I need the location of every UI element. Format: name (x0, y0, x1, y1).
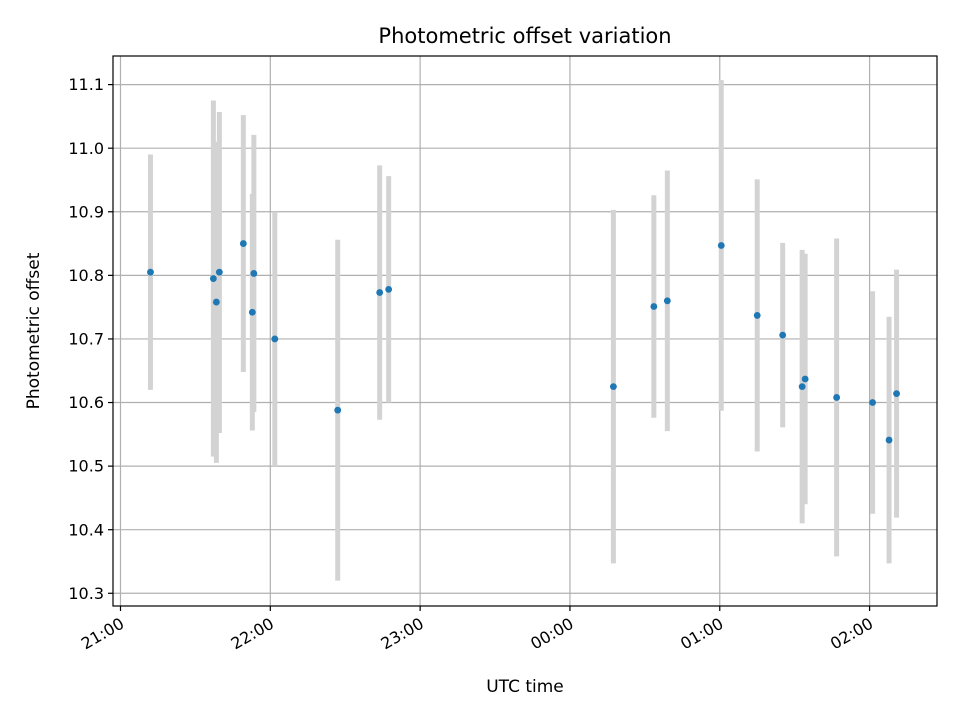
data-point (248, 308, 256, 316)
data-point (271, 335, 279, 343)
x-tick-label: 02:00 (827, 614, 876, 654)
data-point (215, 268, 223, 276)
data-points (147, 240, 900, 444)
y-tick-label: 10.8 (68, 266, 104, 285)
data-point (239, 240, 247, 247)
data-point (147, 268, 154, 276)
y-tick-label: 11.1 (68, 75, 104, 94)
error-bars (147, 80, 900, 581)
data-point (798, 383, 806, 391)
data-point (385, 285, 393, 293)
data-point (650, 303, 658, 310)
data-point (250, 270, 258, 277)
x-tick-label: 00:00 (527, 614, 576, 654)
x-axis-label: UTC time (486, 677, 564, 697)
data-point (801, 375, 809, 383)
y-tick-label: 10.7 (68, 330, 104, 349)
y-tick-label: 11.0 (68, 139, 104, 158)
data-point (885, 436, 893, 444)
data-point (833, 394, 841, 401)
x-tick-label: 01:00 (677, 614, 726, 654)
y-axis-label: Photometric offset (24, 252, 44, 409)
data-point (717, 242, 725, 249)
x-tick-label: 22:00 (228, 614, 277, 654)
data-point (376, 289, 384, 296)
data-point (209, 275, 217, 282)
y-tick-label: 10.6 (68, 393, 104, 412)
data-point (663, 297, 671, 305)
y-tick-label: 10.9 (68, 202, 104, 221)
data-point (609, 383, 617, 391)
plot-frame (112, 55, 938, 607)
y-tick-label: 10.5 (68, 457, 104, 476)
data-point (334, 406, 342, 414)
y-tick-label: 10.3 (68, 584, 104, 603)
data-point (753, 312, 761, 319)
data-point (869, 399, 876, 406)
data-point (893, 390, 900, 398)
y-tick-label: 10.4 (68, 520, 104, 539)
x-tick-label: 21:00 (78, 614, 127, 654)
grid (113, 56, 937, 606)
data-point (212, 298, 220, 306)
x-tick-label: 23:00 (377, 614, 426, 654)
chart-title: Photometric offset variation (378, 24, 671, 48)
data-point (779, 331, 787, 339)
